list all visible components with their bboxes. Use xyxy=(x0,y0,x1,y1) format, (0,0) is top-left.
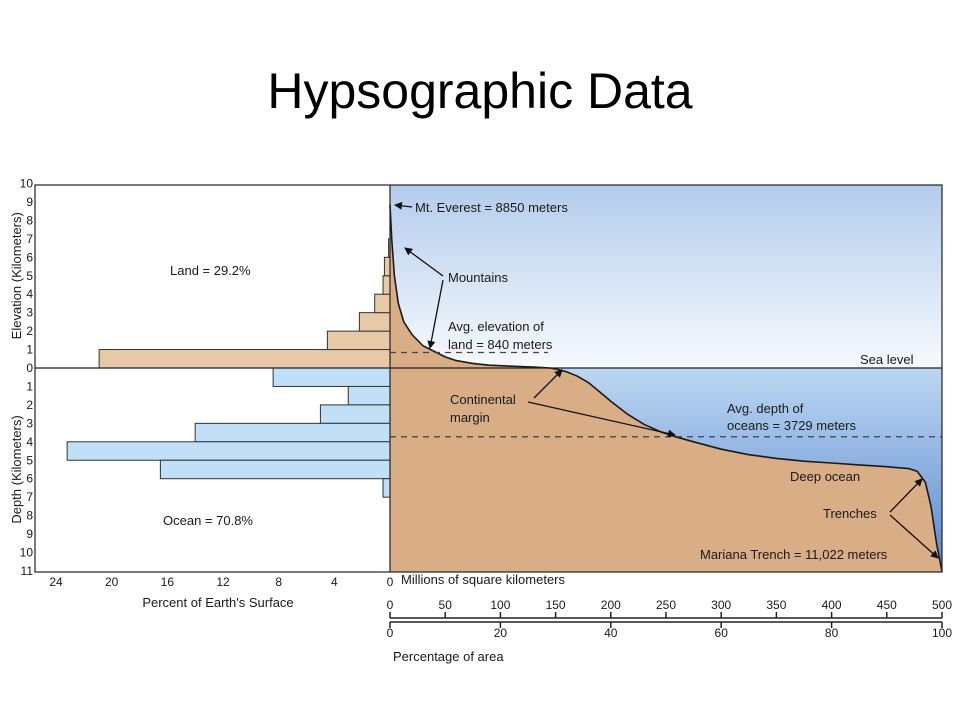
y-tick-label-depth: 2 xyxy=(26,398,33,412)
x-tick-label-percent-area: 40 xyxy=(604,626,618,640)
y-tick-label-elevation: 9 xyxy=(26,195,33,209)
x-tick-label-percent: 20 xyxy=(105,575,119,589)
y-tick-label-depth: 7 xyxy=(26,490,33,504)
y-tick-label-elevation: 7 xyxy=(26,232,33,246)
land-area-fill xyxy=(390,204,942,572)
annotation-avg-depth-line1: Avg. depth of xyxy=(727,401,804,416)
x-tick-label-area: 0 xyxy=(387,598,394,612)
x-tick-label-percent: 4 xyxy=(331,575,338,589)
ocean-bar xyxy=(159,459,391,480)
x-tick-label-area: 400 xyxy=(822,598,842,612)
y-tick-label-elevation: 2 xyxy=(26,324,33,338)
annotation-deep-ocean: Deep ocean xyxy=(790,469,860,484)
arrow-continental-shelf xyxy=(533,369,563,399)
x-tick-label-area: 150 xyxy=(546,598,566,612)
y-tick-label-depth: 9 xyxy=(26,527,33,541)
x-tick-label-area: 250 xyxy=(656,598,676,612)
arrow-mountains-upper xyxy=(404,247,444,277)
y-tick-label-elevation: 4 xyxy=(26,287,33,301)
land-bar xyxy=(374,293,391,314)
arrow-continental-slope xyxy=(527,401,676,438)
x-tick-label-area: 300 xyxy=(711,598,731,612)
y-tick-label-depth: 8 xyxy=(26,509,33,523)
arrow-everest xyxy=(394,201,413,210)
land-percent-label: Land = 29.2% xyxy=(170,263,251,278)
x-axis-label-area: Millions of square kilometers xyxy=(401,572,566,587)
y-axis-label-elevation: Elevation (Kilometers) xyxy=(9,212,24,339)
ocean-bar xyxy=(347,385,391,406)
x-axis-label-percent: Percent of Earth's Surface xyxy=(142,595,293,610)
arrow-trenches-upper xyxy=(889,478,923,513)
annotation-everest: Mt. Everest = 8850 meters xyxy=(415,200,568,215)
sky-panel xyxy=(390,185,942,368)
ocean-bar xyxy=(66,441,391,461)
x-tick-label-area: 450 xyxy=(877,598,897,612)
annotation-sea-level: Sea level xyxy=(860,352,914,367)
y-tick-label-elevation: 10 xyxy=(20,177,34,191)
x-tick-label-percent: 16 xyxy=(161,575,175,589)
y-tick-label-elevation: 1 xyxy=(26,343,33,357)
x-tick-label-percent-area: 80 xyxy=(825,626,839,640)
x-axis-label-percentage-of-area: Percentage of area xyxy=(393,649,504,664)
x-tick-label-area: 200 xyxy=(601,598,621,612)
hypsographic-curve-line xyxy=(389,204,943,572)
page-title: Hypsographic Data xyxy=(267,63,693,119)
y-tick-label-elevation: 5 xyxy=(26,269,33,283)
annotation-avg-elevation-line1: Avg. elevation of xyxy=(448,319,544,334)
annotation-avg-elevation-line2: land = 840 meters xyxy=(448,337,553,352)
ocean-bar xyxy=(382,478,391,498)
y-tick-label-depth: 4 xyxy=(26,435,33,449)
x-tick-label-percent: 12 xyxy=(216,575,230,589)
plot-frame xyxy=(34,184,943,573)
y-tick-label-depth: 10 xyxy=(20,546,34,560)
annotation-continental-line1: Continental xyxy=(450,392,516,407)
annotation-mariana-trench: Mariana Trench = 11,022 meters xyxy=(700,547,888,562)
x-tick-label-area: 100 xyxy=(490,598,510,612)
x-tick-label-percent-area: 60 xyxy=(715,626,729,640)
x-tick-label-percent-area: 100 xyxy=(932,626,952,640)
y-tick-label-depth: 6 xyxy=(26,472,33,486)
x-tick-label-percent: 0 xyxy=(387,575,394,589)
y-tick-label-depth: 3 xyxy=(26,416,33,430)
x-tick-label-area: 50 xyxy=(439,598,453,612)
land-bar xyxy=(98,349,391,369)
x-tick-label-percent-area: 20 xyxy=(494,626,508,640)
y-tick-label-depth: 1 xyxy=(26,379,33,393)
x-tick-label-percent-area: 0 xyxy=(387,626,394,640)
y-tick-label-elevation: 0 xyxy=(26,361,33,375)
ocean-bar xyxy=(272,367,391,387)
ocean-bar xyxy=(194,422,391,443)
arrow-trenches-lower xyxy=(889,514,939,559)
y-axis-label-depth: Depth (Kilometers) xyxy=(9,415,24,523)
land-bar xyxy=(383,256,391,277)
annotation-avg-depth-line2: oceans = 3729 meters xyxy=(727,418,856,433)
annotation-continental-line2: margin xyxy=(450,410,490,425)
x-tick-label-area: 500 xyxy=(932,598,952,612)
ocean-bar xyxy=(319,404,391,424)
y-tick-label-depth: 11 xyxy=(21,564,34,578)
y-tick-label-elevation: 8 xyxy=(26,213,33,227)
y-tick-label-elevation: 3 xyxy=(26,306,33,320)
y-tick-label-elevation: 6 xyxy=(26,250,33,264)
x-tick-label-area: 350 xyxy=(766,598,786,612)
land-bar xyxy=(326,330,391,351)
land-bar xyxy=(358,312,391,332)
ocean-percent-label: Ocean = 70.8% xyxy=(163,513,253,528)
arrow-mountains-lower xyxy=(427,279,444,349)
y-tick-label-depth: 5 xyxy=(26,453,33,467)
land-bar xyxy=(382,275,391,295)
x-tick-label-percent: 8 xyxy=(275,575,282,589)
annotation-mountains: Mountains xyxy=(448,270,508,285)
x-tick-label-percent: 24 xyxy=(49,575,63,589)
annotation-trenches: Trenches xyxy=(823,506,877,521)
